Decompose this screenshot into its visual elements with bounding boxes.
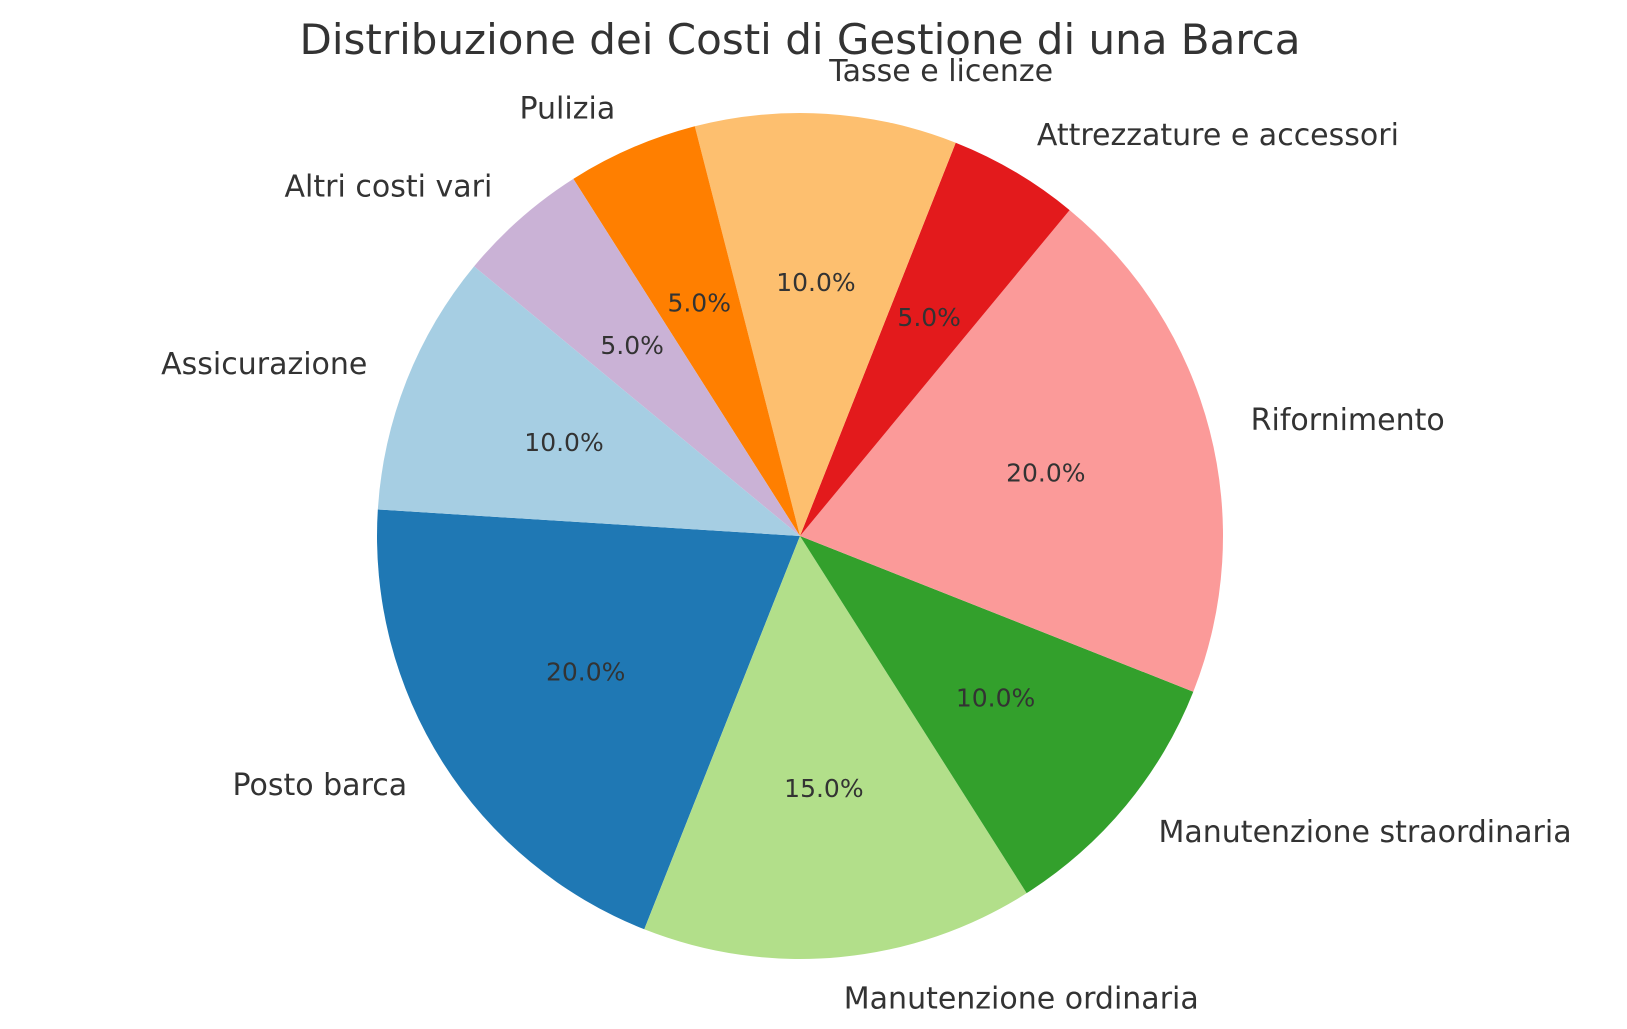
percent-label-attrezzature-e-accessori: 5.0% [897,303,961,332]
percent-label-manutenzione-straordinaria: 10.0% [956,683,1035,712]
category-label-tasse-e-licenze: Tasse e licenze [828,54,1053,89]
percent-label-pulizia: 5.0% [667,289,731,318]
percent-label-assicurazione: 10.0% [524,428,603,457]
pie-slices [376,112,1223,959]
category-label-assicurazione: Assicurazione [161,347,367,382]
pie-slice-altri-costi-vari [474,178,800,536]
pie-labels: 20.0% Posto barca 15.0% Manutenzione ordina… [161,54,1571,1017]
pie-slice-assicurazione [377,266,800,536]
pie-slice-attrezzature-e-accessori [800,142,1070,537]
pie-slice-pulizia [573,126,800,537]
percent-label-posto-barca: 20.0% [546,657,625,686]
chart-title: Distribuzione dei Costi di Gestione di u… [299,15,1300,64]
pie-slice-posto-barca [376,509,800,930]
category-label-altri-costi-vari: Altri costi vari [285,169,493,204]
category-label-manutenzione-ordinaria: Manutenzione ordinaria [844,982,1199,1017]
percent-label-rifornimento: 20.0% [1006,458,1085,487]
pie-slice-manutenzione-straordinaria [800,536,1194,894]
category-label-attrezzature-e-accessori: Attrezzature e accessori [1037,118,1399,153]
percent-label-tasse-e-licenze: 10.0% [776,268,855,297]
pie-slice-tasse-e-licenze [694,112,956,536]
category-label-rifornimento: Rifornimento [1251,403,1445,438]
percent-label-altri-costi-vari: 5.0% [600,331,664,360]
pie-slice-rifornimento [800,210,1223,692]
category-label-manutenzione-straordinaria: Manutenzione straordinaria [1159,815,1572,850]
category-label-pulizia: Pulizia [519,91,615,126]
pie-slice-manutenzione-ordinaria [644,536,1027,959]
category-label-posto-barca: Posto barca [232,768,407,803]
percent-label-manutenzione-ordinaria: 15.0% [784,774,863,803]
